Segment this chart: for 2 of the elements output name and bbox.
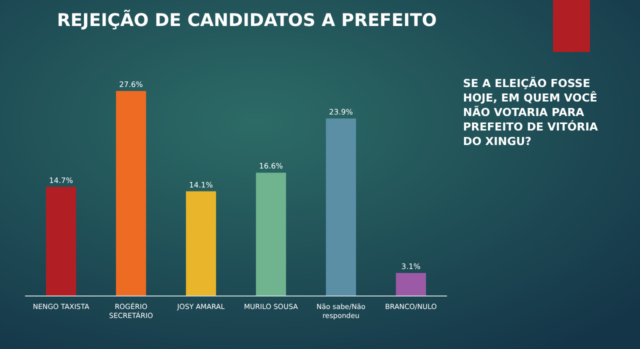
- text: SE A ELEIÇÃO FOSSE HOJE, EM QUEM VOCÊ NÃO VOTARIA PARA PREFEITO DE VITÓRIA DO XINGU?: [463, 76, 598, 148]
- chart-title: REJEIÇÃO DE CANDIDATOS A PREFEITO: [57, 9, 437, 31]
